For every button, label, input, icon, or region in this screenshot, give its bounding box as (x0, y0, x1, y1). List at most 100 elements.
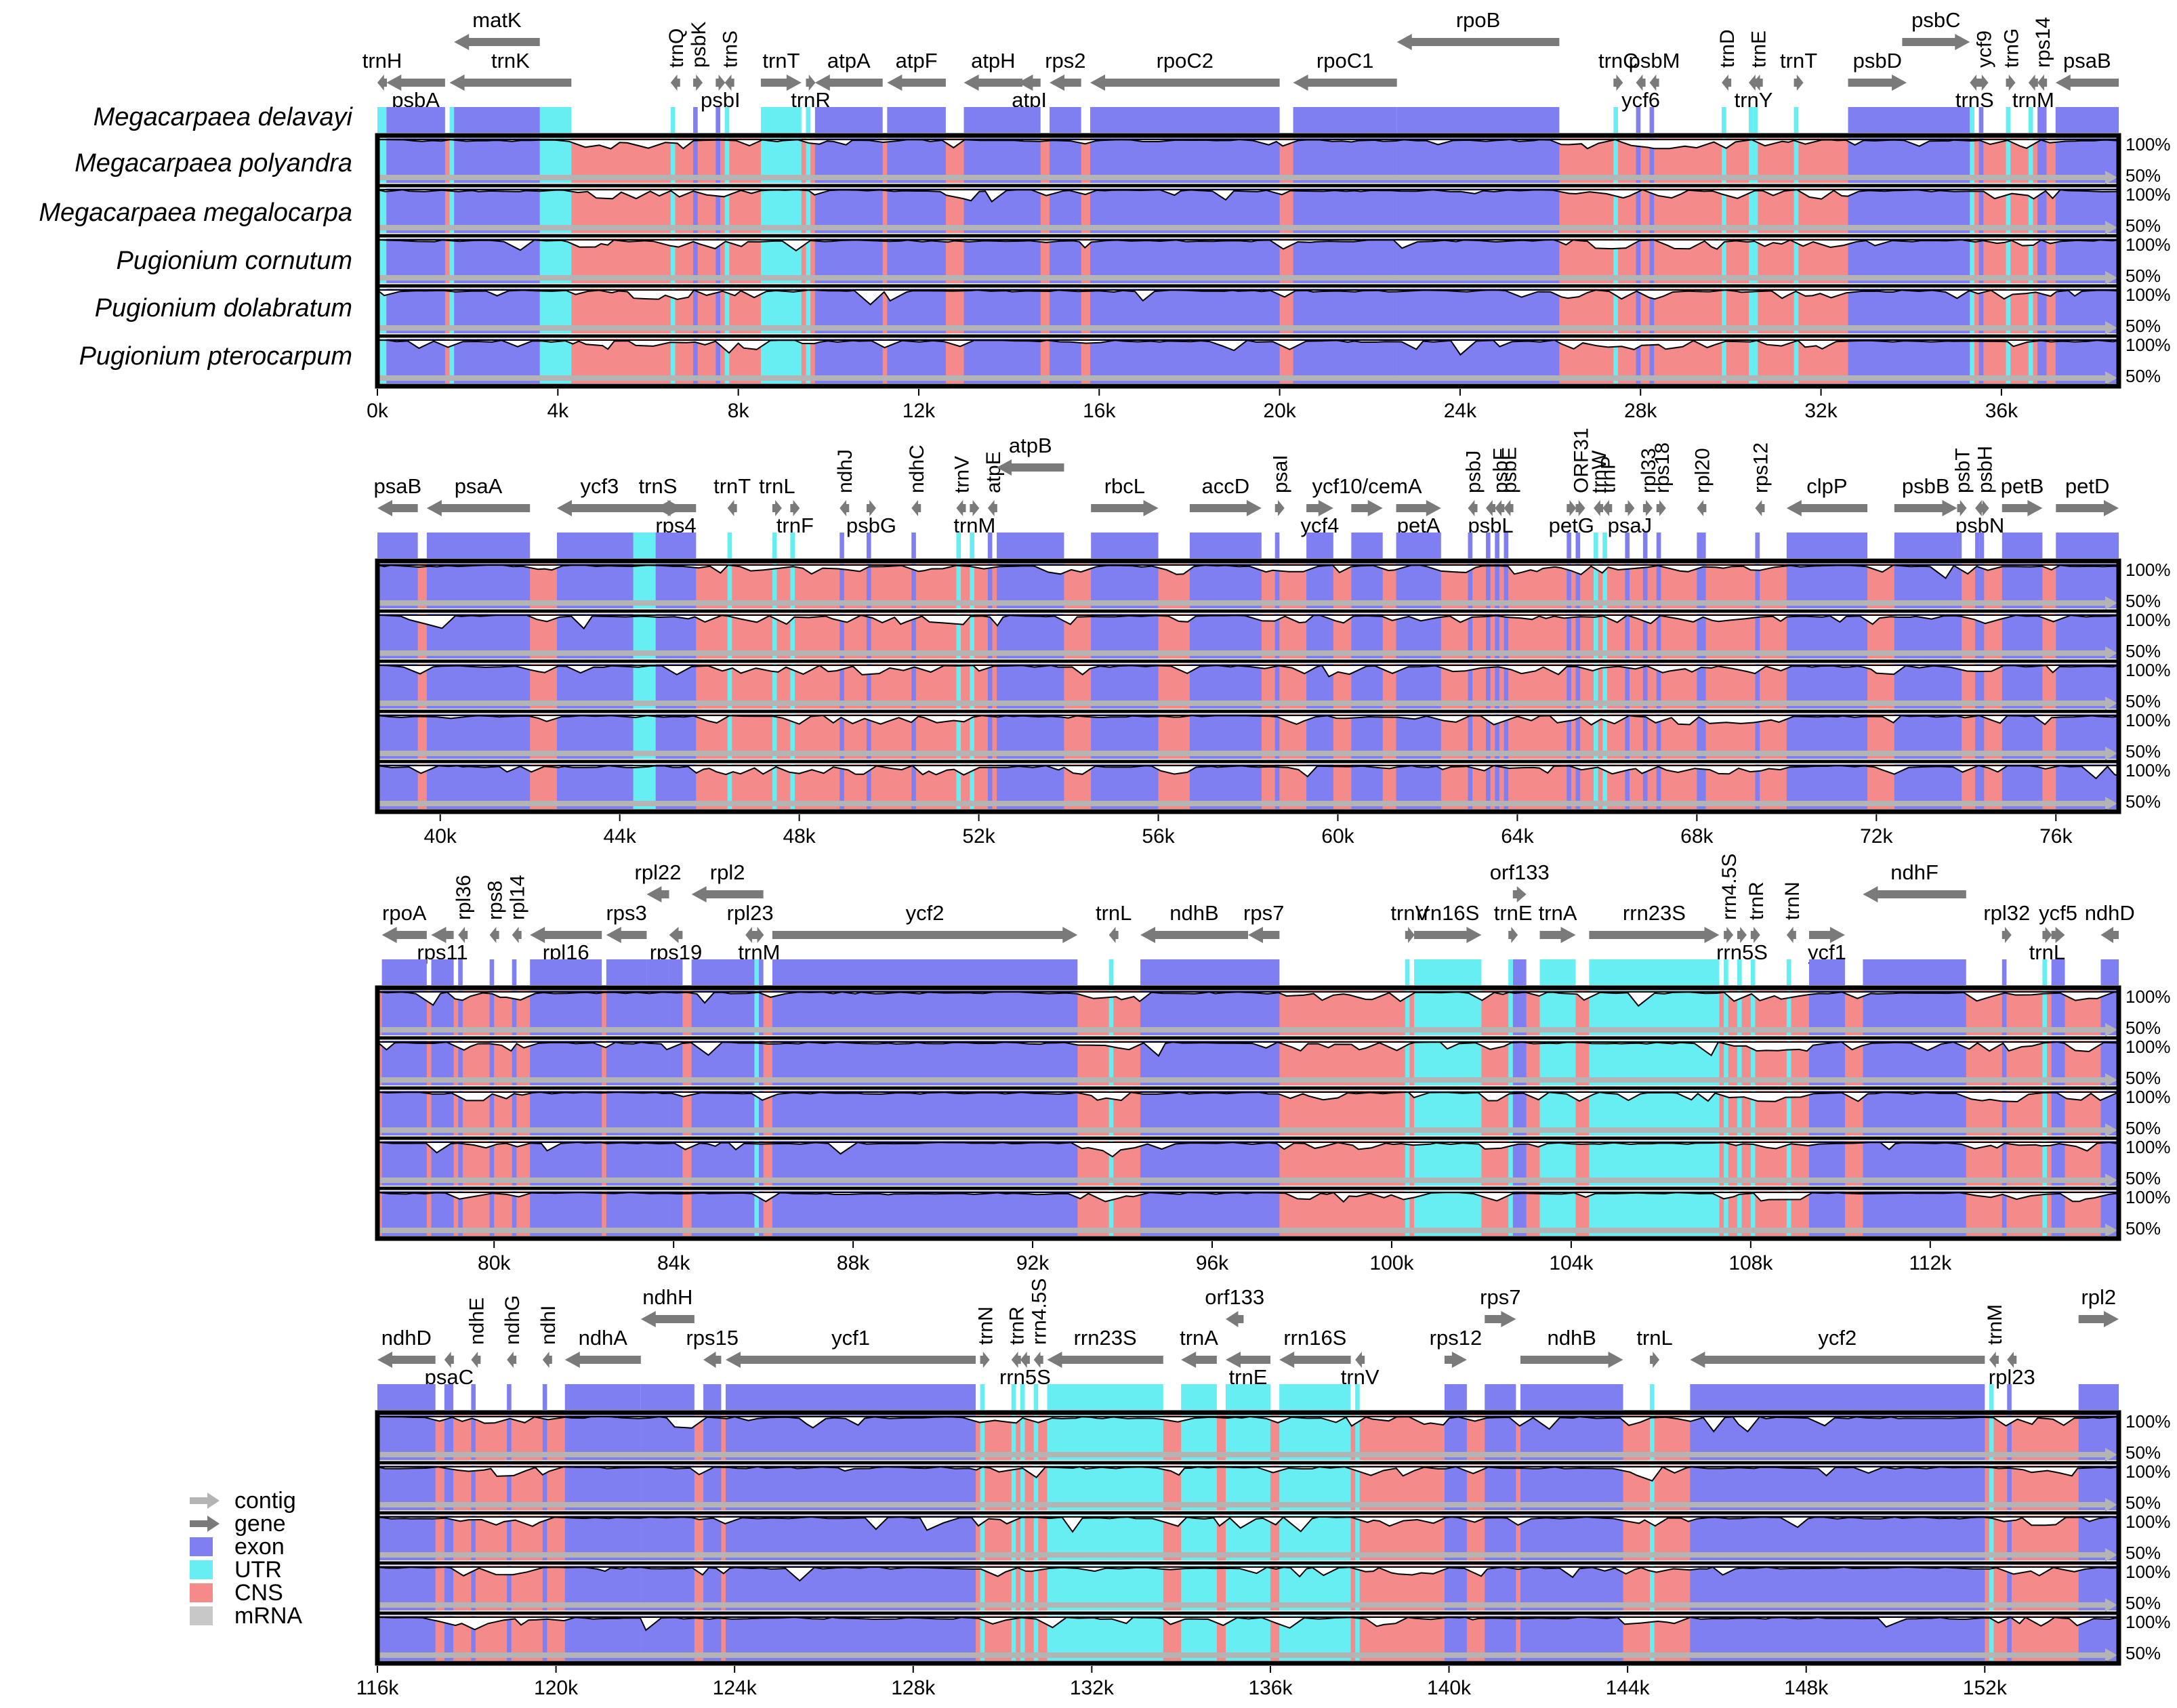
x-tick-label: 56k (1142, 825, 1175, 848)
feature-block (489, 959, 495, 985)
track-block (1468, 614, 1473, 659)
legend-label: UTR (234, 1557, 282, 1583)
track-block (1957, 614, 1962, 659)
feature-block (458, 959, 463, 985)
gene-label: psaI (1270, 455, 1292, 493)
track-block (444, 1465, 454, 1510)
feature-block (866, 533, 871, 558)
track-block (1567, 764, 1571, 809)
track-block (970, 614, 974, 659)
gene-arrow (377, 500, 418, 516)
gene-arrow (1575, 500, 1585, 516)
track-block (1033, 1616, 1039, 1661)
track-block (1794, 238, 1799, 283)
gene-arrow (1753, 75, 1763, 91)
track-block (1468, 714, 1473, 759)
gene-label: psbC (1911, 8, 1960, 32)
y-tick-label: 50% (2126, 1118, 2161, 1138)
feature-block (1504, 533, 1509, 558)
track-block (1602, 564, 1607, 608)
track-block (693, 339, 698, 383)
feature-block (1642, 533, 1648, 558)
y-tick-label: 50% (2126, 1643, 2161, 1663)
contig-arrow (2105, 321, 2117, 335)
gene-arrow (530, 927, 602, 943)
gene-arrow (1011, 1352, 1021, 1368)
gene-label: rrn4.5S (1718, 854, 1741, 920)
y-tick-label: 100% (2126, 710, 2171, 730)
track-block (1753, 238, 1758, 283)
track-block (1625, 564, 1630, 608)
gene-arrow (1848, 75, 1907, 91)
track-block (1749, 289, 1754, 333)
track-block (458, 1041, 463, 1085)
feature-block (1396, 107, 1560, 133)
track-block (806, 188, 811, 233)
legend-label: CNS (234, 1580, 283, 1606)
feature-block (1650, 1384, 1655, 1410)
track-block (1567, 564, 1571, 608)
feature-block (507, 1384, 512, 1410)
gene-label: rpl23 (1989, 1365, 2035, 1389)
track-block (1970, 339, 1974, 383)
gene-arrow (1226, 1311, 1244, 1327)
track-block (2006, 238, 2011, 283)
feature-block (693, 107, 698, 133)
track-block (2007, 1415, 2012, 1460)
identity-curve (377, 1616, 2119, 1631)
feature-block (1808, 959, 1845, 985)
gene-arrow (640, 1311, 694, 1327)
identity-curve (377, 138, 2119, 150)
gene-arrow (646, 886, 669, 902)
track-block (1722, 238, 1726, 283)
gene-arrow (449, 75, 572, 91)
feature-block (1444, 1384, 1467, 1410)
track-block (1486, 764, 1491, 809)
y-tick-label: 50% (2126, 266, 2161, 286)
feature-block (2055, 107, 2119, 133)
track-block (2051, 1091, 2065, 1136)
gene-arrow (1642, 500, 1653, 516)
track-block (956, 564, 961, 608)
track-block (970, 714, 974, 759)
track-block (1979, 564, 1985, 608)
species-label: Pugionium pterocarpum (79, 342, 352, 371)
x-tick-label: 36k (1985, 400, 2018, 422)
gene-label: rpoA (382, 901, 427, 925)
gene-arrow (669, 927, 683, 943)
y-tick-label: 100% (2126, 1461, 2171, 1482)
track-block (507, 1616, 512, 1661)
x-tick-label: 96k (1196, 1252, 1229, 1274)
track-block (1697, 764, 1706, 809)
track-block (670, 188, 676, 233)
feature-block (377, 1384, 436, 1410)
track-block (2006, 289, 2011, 333)
identity-curve (377, 664, 2119, 678)
feature-block (1690, 1384, 1985, 1410)
track-block (1575, 564, 1581, 608)
gene-label: rps3 (606, 901, 646, 925)
track-block (1468, 764, 1473, 809)
track-block (1108, 1091, 1114, 1136)
feature-block (2007, 1384, 2012, 1410)
track-block (1495, 714, 1499, 759)
gene-label: trnM (1984, 1304, 2006, 1345)
track-block (1405, 1141, 1410, 1186)
track-block (1020, 1516, 1025, 1560)
identity-curve (377, 1465, 2119, 1482)
feature-block (754, 959, 760, 985)
track-block (772, 714, 777, 759)
track-block (1989, 1516, 1994, 1560)
track-block (1753, 138, 1758, 183)
gene-arrow (542, 1352, 552, 1368)
feature-block (1636, 107, 1641, 133)
gene-arrow (703, 1352, 722, 1368)
feature-block (2051, 959, 2065, 985)
track-block (1613, 289, 1618, 333)
track-block (1486, 664, 1491, 709)
track-block (2037, 188, 2047, 233)
gene-label: trnR (1006, 1306, 1029, 1345)
legend-label: gene (234, 1511, 286, 1537)
